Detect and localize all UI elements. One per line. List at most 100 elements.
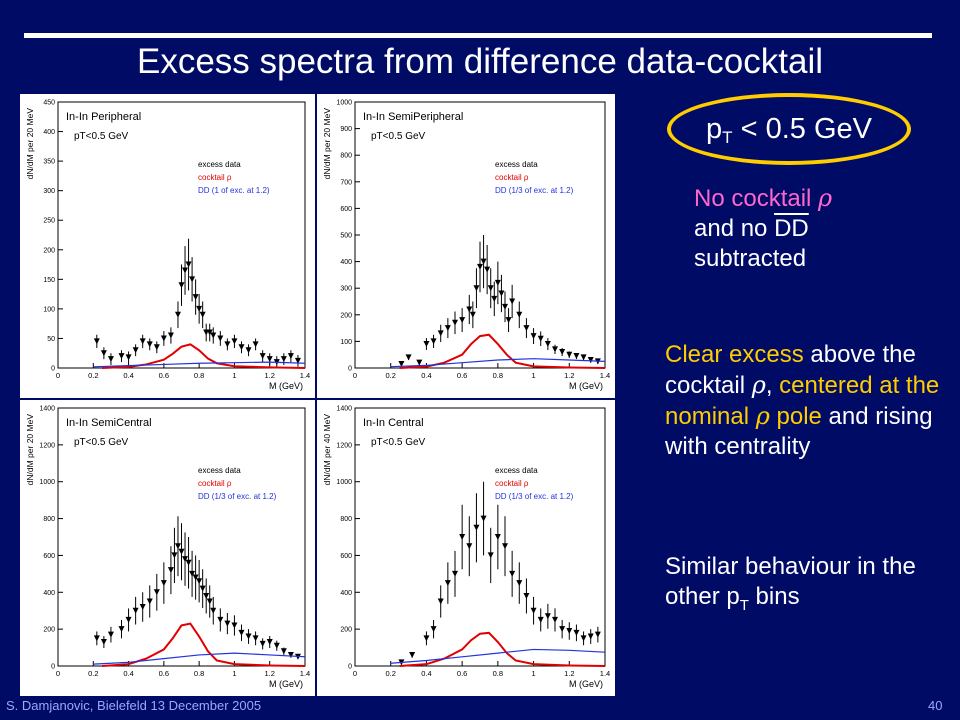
y-tick-label: 200 <box>43 247 55 254</box>
data-point <box>480 515 487 522</box>
x-tick-label: 0.2 <box>88 669 98 678</box>
data-point <box>287 353 294 360</box>
data-point <box>125 616 132 623</box>
y-tick-label: 250 <box>43 218 55 225</box>
data-point <box>259 640 266 647</box>
legend-item: excess data <box>198 160 241 169</box>
data-point <box>167 567 174 574</box>
data-point <box>552 616 558 623</box>
data-point <box>189 570 196 577</box>
x-tick-label: 0.8 <box>194 371 204 380</box>
data-point <box>182 556 189 563</box>
chart-title: In-In SemiPeripheral <box>363 111 463 123</box>
y-tick-label: 600 <box>340 206 352 213</box>
y-tick-label: 400 <box>43 129 55 136</box>
data-point <box>437 330 444 337</box>
data-point <box>100 350 107 357</box>
dd-line <box>93 652 306 665</box>
x-tick-label: 0.2 <box>88 371 98 380</box>
cocktail-rho-line <box>399 333 606 369</box>
data-point <box>210 332 217 339</box>
data-point <box>580 635 587 642</box>
x-tick-label: 1.2 <box>264 669 274 678</box>
y-tick-label: 1200 <box>336 442 352 449</box>
y-tick-label: 1400 <box>336 406 352 413</box>
data-point <box>100 639 107 646</box>
data-point <box>537 335 544 342</box>
data-point <box>544 341 551 348</box>
chart-svg: 0 200 400 600 800 1000 1200 1400 0 0.2 0.4 0.6 0.8 1 1… <box>322 406 610 690</box>
data-point <box>491 295 498 302</box>
y-tick-label: 200 <box>43 627 55 634</box>
data-point <box>444 325 451 332</box>
x-tick-label: 0.6 <box>457 371 467 380</box>
note-clear-excess: Clear excess above the cocktail ρ, cente… <box>665 341 940 460</box>
data-point <box>238 629 245 636</box>
cocktail-rho-line <box>399 631 606 667</box>
data-point <box>552 346 558 353</box>
data-point <box>480 258 487 265</box>
data-point <box>473 524 480 531</box>
data-point <box>559 626 566 633</box>
data-point <box>484 266 491 273</box>
data-point <box>573 629 580 636</box>
cocktail-rho-line <box>102 343 306 369</box>
data-point <box>118 353 125 360</box>
data-point <box>294 357 301 364</box>
cocktail-rho-line <box>102 622 306 667</box>
x-axis-label: M (GeV) <box>569 381 603 391</box>
data-point <box>259 353 266 360</box>
data-point <box>287 651 294 658</box>
legend-item: DD (1 of exc. at 1.2) <box>198 186 270 195</box>
data-point <box>466 306 473 313</box>
y-tick-label: 300 <box>43 188 55 195</box>
data-point <box>530 333 537 340</box>
data-point <box>118 626 125 633</box>
y-tick-label: 100 <box>340 339 352 346</box>
data-point <box>252 635 259 642</box>
legend-item: excess data <box>495 160 538 169</box>
data-point <box>516 311 523 318</box>
x-tick-label: 0 <box>56 669 60 678</box>
data-point <box>473 285 480 292</box>
data-point <box>594 631 601 638</box>
chart-title: In-In SemiCentral <box>66 417 152 429</box>
x-tick-label: 0.8 <box>493 669 503 678</box>
data-point <box>107 631 114 638</box>
x-tick-label: 0.2 <box>385 669 395 678</box>
x-axis-label: M (GeV) <box>269 381 303 391</box>
x-tick-label: 0 <box>56 371 60 380</box>
x-tick-label: 0 <box>353 669 357 678</box>
data-point <box>487 285 494 292</box>
legend-item: cocktail ρ <box>198 173 232 182</box>
chart-svg: 0 200 400 600 800 1000 1200 1400 0 0.2 0.4 0.6 0.8 1 1… <box>25 406 310 690</box>
data-point <box>280 648 287 655</box>
data-point <box>132 607 139 614</box>
data-point <box>189 276 196 283</box>
data-point <box>217 616 224 623</box>
data-point <box>252 341 259 348</box>
data-point <box>469 311 476 318</box>
data-point <box>199 585 206 592</box>
data-point <box>231 622 238 629</box>
legend-item: DD (1/3 of exc. at 1.2) <box>495 492 574 501</box>
data-point <box>93 635 100 642</box>
plot-semiperipheral: 0 100 200 300 400 500 600 700 800 900 1000 0 0.2 0.4 0… <box>317 94 615 398</box>
data-point <box>423 341 430 348</box>
data-point <box>206 329 213 336</box>
data-point <box>224 341 231 348</box>
y-tick-label: 800 <box>340 516 352 523</box>
dd-line <box>390 648 606 664</box>
legend-item: excess data <box>495 466 538 475</box>
data-point <box>107 356 114 363</box>
data-point <box>132 347 139 354</box>
data-point <box>452 570 458 577</box>
y-tick-label: 0 <box>51 664 55 671</box>
slide-title: Excess spectra from difference data-cock… <box>136 42 824 81</box>
x-axis-label: M (GeV) <box>569 679 603 689</box>
data-point <box>160 580 167 587</box>
data-point <box>139 338 146 345</box>
y-axis-label: dN/dM per 20 MeV <box>25 108 35 180</box>
plot-semicentral: 0 200 400 600 800 1000 1200 1400 0 0.2 0.4 0.6 0.8 1 1… <box>20 400 315 696</box>
x-axis-label: M (GeV) <box>269 679 303 689</box>
